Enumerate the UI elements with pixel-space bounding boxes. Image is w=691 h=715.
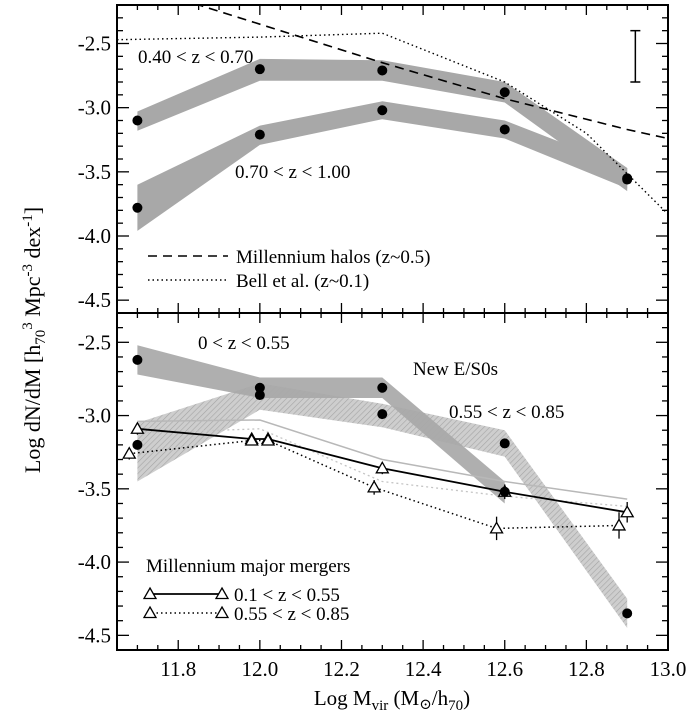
x-tick-label: 12.2: [323, 657, 360, 681]
data-point: [499, 438, 510, 449]
merger-point: [260, 433, 276, 446]
legend-triangle: [142, 605, 158, 619]
merger-point: [611, 518, 627, 531]
label-new-es0s: New E/S0s: [413, 359, 498, 380]
light-model-line: [137, 428, 628, 508]
merger-point: [130, 421, 145, 434]
axes-text: 11.8 12.0 12.2 12.4 12.6 12.8 13.0 Log Mvir (M⊙…: [20, 207, 686, 714]
band-z0-055: [137, 345, 505, 504]
data-point: [132, 439, 143, 450]
merger-point: [367, 480, 382, 493]
merger-point: [375, 461, 390, 474]
data-point: [254, 390, 265, 401]
millennium-halos-line: [196, 5, 668, 140]
data-point: [254, 382, 265, 393]
plot-area: [122, 345, 635, 628]
y-tick-label: -3.5: [78, 160, 111, 184]
merger-point: [244, 433, 259, 446]
panel-bottom: 0 < z < 0.55 New E/S0s 0.55 < z < 0.85 Mill…: [78, 312, 669, 651]
light-model-line: [137, 419, 628, 500]
legend-triangle: [142, 586, 158, 600]
data-point: [377, 65, 388, 76]
series-label-z055-085: 0.55 < z < 0.85: [449, 402, 564, 423]
major-mergers-z055-085-line: [129, 439, 620, 530]
y-tick-label: -2.5: [78, 32, 111, 56]
x-tick-label: 12.0: [241, 657, 278, 681]
data-point: [254, 129, 265, 140]
data-point: [254, 64, 265, 75]
legend-bell: Bell et al. (z~0.1): [236, 271, 369, 292]
panel-top: 0.40 < z < 0.70 0.70 < z < 1.00 Millennium…: [78, 4, 669, 314]
plot-area: [117, 5, 668, 231]
legend-triangle: [214, 605, 230, 619]
merger-point: [620, 504, 635, 518]
legend-millennium-halos: Millennium halos (z~0.5): [236, 247, 430, 268]
y-tick-label: -3.0: [78, 404, 111, 428]
x-tick-label: 12.6: [486, 657, 523, 681]
data-point: [622, 173, 633, 184]
y-tick-label: -3.5: [78, 477, 111, 501]
series-label-z040-070: 0.40 < z < 0.70: [138, 47, 253, 68]
x-tick-label: 13.0: [650, 657, 687, 681]
x-tick-label: 11.8: [160, 657, 196, 681]
data-point: [499, 486, 510, 497]
merger-point: [489, 521, 504, 534]
x-tick-label: 12.4: [405, 657, 442, 681]
y-tick-label: -4.0: [78, 550, 111, 574]
panel-frame: [116, 312, 669, 651]
y-tick-label: -4.5: [78, 623, 111, 647]
merger-point: [122, 446, 137, 459]
major-mergers-z01-055-line: [137, 427, 628, 514]
data-point: [499, 87, 510, 98]
x-tick-label: 12.8: [568, 657, 605, 681]
data-point: [377, 409, 388, 420]
data-point: [622, 608, 633, 619]
data-point: [132, 354, 143, 365]
data-point: [377, 105, 388, 116]
data-point: [377, 382, 388, 393]
data-point: [132, 115, 143, 126]
data-point: [132, 202, 143, 213]
y-tick-label: -2.5: [78, 330, 111, 354]
series-label-z070-100: 0.70 < z < 1.00: [235, 162, 350, 183]
y-tick-label: -4.0: [78, 224, 111, 248]
x-axis-label: Log Mvir (M⊙/h70): [314, 686, 470, 714]
legend-triangle: [214, 586, 230, 600]
legend-merger-z055-085: 0.55 < z < 0.85: [234, 604, 349, 625]
data-point: [499, 124, 510, 135]
y-tick-label: -3.0: [78, 96, 111, 120]
legend-title-mergers: Millennium major mergers: [146, 556, 350, 577]
series-label-z0-055: 0 < z < 0.55: [198, 333, 290, 354]
legend-merger-z01-055: 0.1 < z < 0.55: [234, 585, 340, 606]
y-axis-label: Log dN/dM [h703 Mpc-3 dex-1]: [20, 207, 49, 473]
y-tick-label: -4.5: [78, 288, 111, 312]
